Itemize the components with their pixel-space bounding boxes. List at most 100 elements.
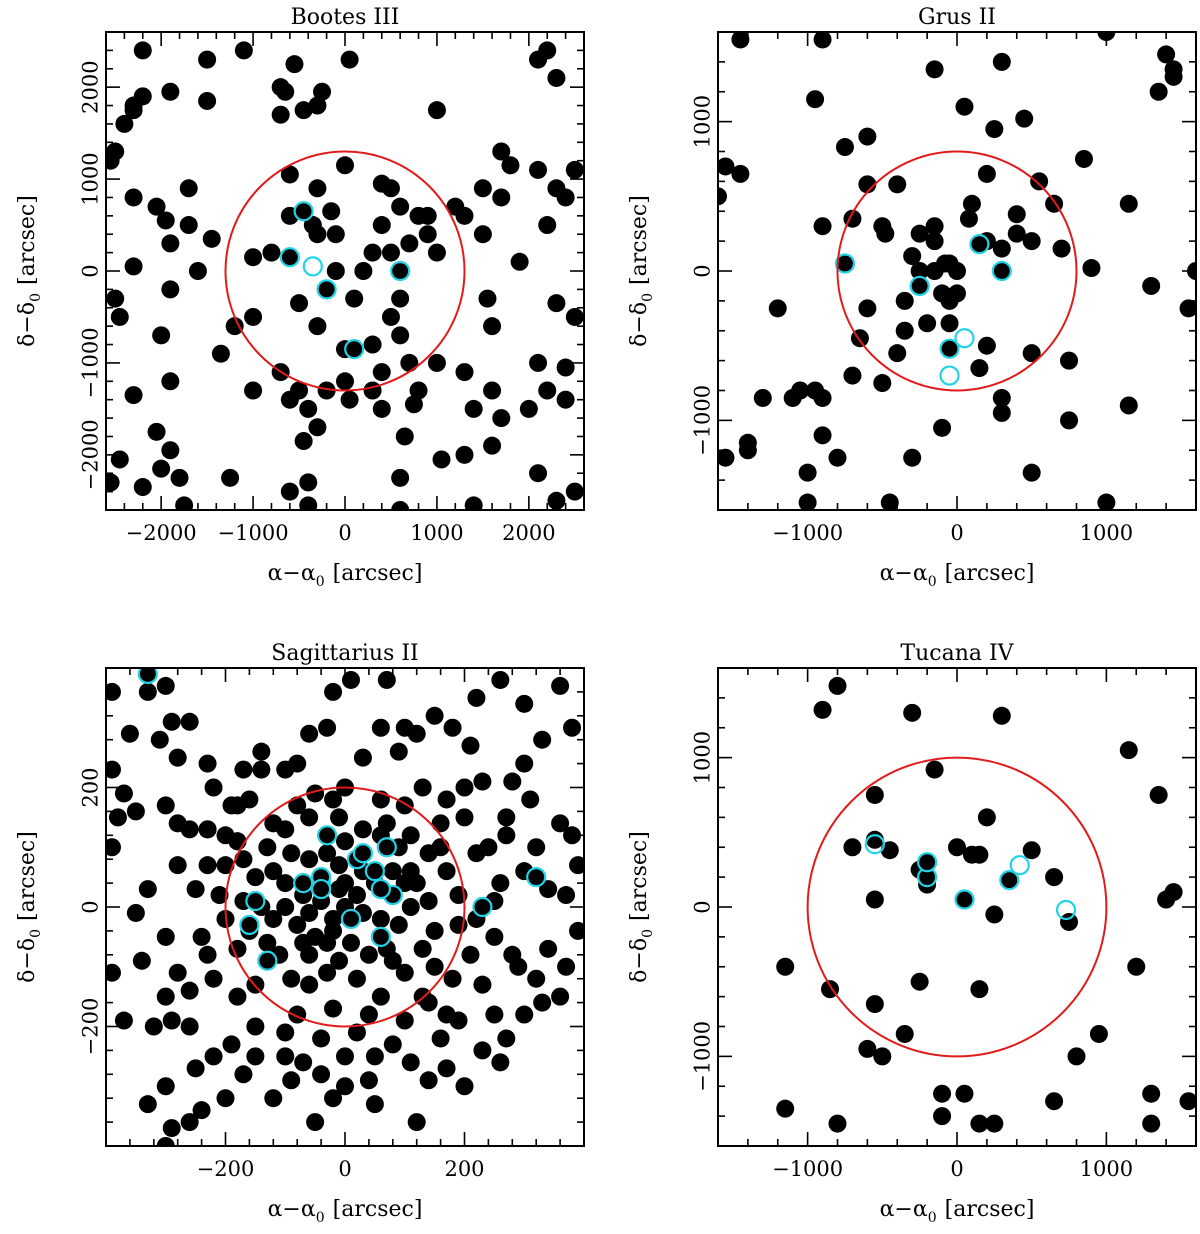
data-layer xyxy=(776,676,1196,1133)
member-star-point xyxy=(492,142,511,161)
y-axis-symbol: δ−δ xyxy=(627,938,652,983)
member-star-point xyxy=(170,468,189,487)
member-star-point xyxy=(813,700,832,719)
member-star-point xyxy=(294,101,313,120)
member-star-point xyxy=(244,248,263,267)
member-star-point xyxy=(806,381,825,400)
member-star-point xyxy=(443,969,462,988)
member-star-point xyxy=(234,760,253,779)
member-star-point xyxy=(1082,259,1101,278)
member-star-point xyxy=(491,874,510,893)
member-star-point xyxy=(409,381,428,400)
x-axis-label: α−α0 [arcsec] xyxy=(268,561,423,590)
member-star-point xyxy=(425,921,444,940)
member-star-point xyxy=(312,1065,331,1084)
member-star-point xyxy=(515,694,534,713)
y-tick-label: 200 xyxy=(79,767,103,807)
y-tick-label: −1000 xyxy=(79,327,103,398)
member-star-point xyxy=(377,670,396,689)
member-star-point xyxy=(389,742,408,761)
member-star-point xyxy=(359,1071,378,1090)
data-layer xyxy=(106,41,584,510)
member-star-point xyxy=(276,898,295,916)
member-star-point xyxy=(858,127,877,146)
member-star-point xyxy=(843,366,862,385)
member-star-point xyxy=(731,164,750,183)
highlighted-star-point xyxy=(999,870,1020,891)
member-star-point xyxy=(858,175,877,194)
panel-title: Bootes III xyxy=(291,5,400,30)
member-star-point xyxy=(948,838,966,857)
member-star-point xyxy=(179,216,198,235)
x-tick-label: 0 xyxy=(338,521,351,545)
member-star-point xyxy=(161,441,180,460)
member-star-point xyxy=(1052,239,1071,258)
member-star-point xyxy=(1119,741,1138,760)
member-star-point xyxy=(138,682,157,701)
member-star-point xyxy=(401,1053,420,1072)
half-light-radius-circle xyxy=(224,150,466,392)
member-star-point xyxy=(222,1035,241,1054)
member-star-point xyxy=(1007,205,1026,224)
member-star-point xyxy=(992,706,1011,725)
member-star-point xyxy=(910,972,929,991)
member-star-point xyxy=(753,388,772,407)
member-star-point xyxy=(234,1065,253,1084)
member-star-point xyxy=(372,216,391,235)
member-star-point xyxy=(1179,1092,1196,1111)
member-star-point xyxy=(124,96,143,115)
member-star-point xyxy=(427,101,446,120)
highlighted-star-point xyxy=(293,201,314,222)
member-star-point xyxy=(925,217,944,236)
member-star-point xyxy=(547,491,566,510)
member-star-point xyxy=(556,358,575,377)
member-star-point xyxy=(865,785,884,804)
x-tick-label: −200 xyxy=(197,1157,255,1181)
member-star-point xyxy=(326,262,345,280)
member-star-point xyxy=(161,234,180,253)
member-star-point xyxy=(341,933,360,952)
highlighted-star-point xyxy=(352,843,374,864)
member-star-point xyxy=(718,448,735,467)
member-star-point xyxy=(180,1017,199,1036)
member-star-point xyxy=(299,473,318,492)
member-star-point xyxy=(903,247,922,266)
member-star-point xyxy=(492,409,511,428)
member-star-point xyxy=(903,703,922,722)
member-star-point xyxy=(391,326,410,345)
x-tick-label: −1000 xyxy=(772,521,843,545)
highlighted-star-point xyxy=(311,878,332,900)
member-star-point xyxy=(419,993,438,1012)
member-star-point xyxy=(527,969,546,988)
member-star-point xyxy=(427,243,446,262)
y-axis-unit: [arcsec] xyxy=(15,831,40,921)
member-star-point xyxy=(192,927,211,946)
x-tick-label: −2000 xyxy=(126,521,197,545)
member-star-point xyxy=(244,381,263,400)
member-star-point xyxy=(565,160,584,179)
axis-ticks xyxy=(105,31,585,511)
member-star-point xyxy=(413,778,432,797)
member-star-point xyxy=(1164,883,1183,902)
member-star-point xyxy=(180,981,199,1000)
member-star-point xyxy=(234,850,253,869)
member-star-point xyxy=(168,748,187,767)
member-star-point xyxy=(1022,463,1041,482)
member-star-point xyxy=(1142,1084,1161,1103)
member-star-point xyxy=(120,724,139,743)
member-star-point xyxy=(246,1017,265,1036)
open-star-point xyxy=(939,365,960,386)
member-star-point xyxy=(258,838,277,857)
member-star-point xyxy=(381,307,400,326)
member-star-point xyxy=(300,808,319,827)
y-tick-label: 0 xyxy=(691,900,715,913)
x-tick-label: −1000 xyxy=(218,521,289,545)
member-star-point xyxy=(876,224,895,243)
x-axis-symbol: α−α xyxy=(880,561,928,586)
x-axis-subscript: 0 xyxy=(316,574,325,590)
member-star-point xyxy=(365,1095,384,1114)
member-star-point xyxy=(282,969,301,988)
member-star-point xyxy=(539,939,558,958)
member-star-point xyxy=(497,1029,516,1048)
member-star-point xyxy=(124,188,143,207)
